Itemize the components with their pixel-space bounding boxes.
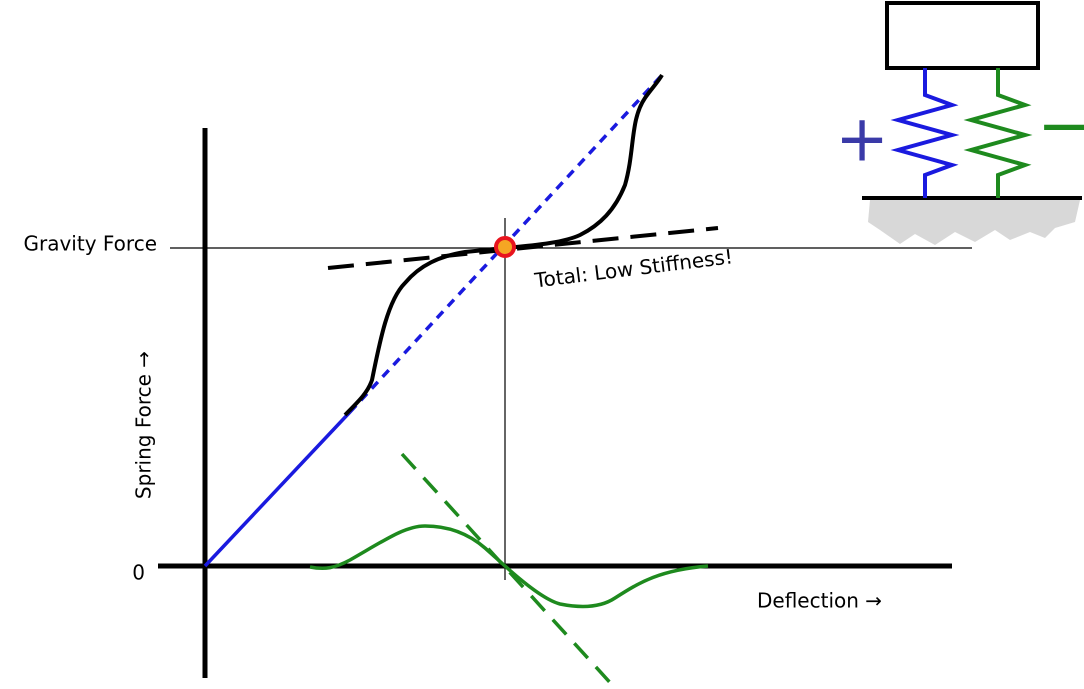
positive-spring <box>898 68 952 198</box>
ground-hatch <box>868 200 1080 245</box>
positive-spring-line <box>205 412 350 566</box>
diagram: Gravity Force 0 Spring Force → Deflectio… <box>0 0 1084 689</box>
zero-label: 0 <box>132 561 145 585</box>
minus-sign: − <box>1037 90 1084 164</box>
plus-sign: + <box>835 103 889 177</box>
negative-spring <box>971 68 1025 198</box>
annotation: Total: Low Stiffness! <box>532 244 734 292</box>
y-axis-label: Spring Force → <box>132 351 156 499</box>
x-axis-label: Deflection → <box>757 589 882 613</box>
mass-block <box>887 3 1038 68</box>
gravity-label: Gravity Force <box>23 232 157 256</box>
equilibrium-point <box>496 238 514 256</box>
